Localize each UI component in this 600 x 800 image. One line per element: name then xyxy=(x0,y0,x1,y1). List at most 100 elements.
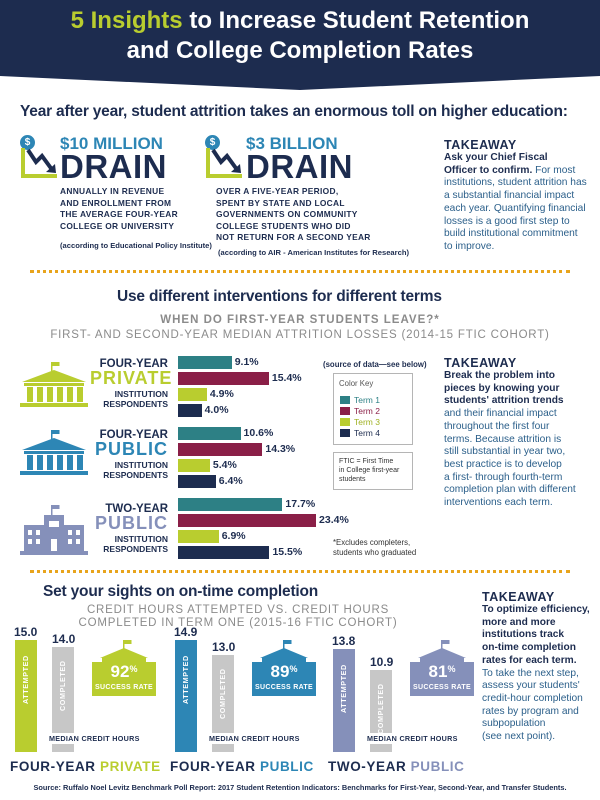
takeaway2-bold-line: pieces by knowing your xyxy=(444,382,560,394)
median-credit-hours-label: MEDIAN CREDIT HOURS xyxy=(207,733,302,744)
completed-bar xyxy=(52,647,74,752)
attrition-bar-label: 15.4% xyxy=(271,372,302,384)
takeaway3-bold-line: rates for each term. xyxy=(482,654,577,666)
drain1-description: ANNUALLY IN REVENUE AND ENROLLMENT FROM … xyxy=(60,186,178,232)
drain1-amount: $10 MILLION xyxy=(60,134,163,153)
takeaway2-bold-line: students' attrition trends xyxy=(444,395,564,407)
footer-source: Source: Ruffalo Noel Levitz Benchmark Po… xyxy=(33,783,567,792)
drain2-amount: $3 BILLION xyxy=(246,134,338,153)
takeaway1-line: to improve. xyxy=(444,240,495,252)
institution-type-part1: FOUR-YEAR xyxy=(170,759,260,774)
takeaway3-bold-line: on-time completion xyxy=(482,642,576,654)
ftic-line: FTIC = First Time xyxy=(339,458,394,465)
ftic-note: FTIC = First Time in College first-year … xyxy=(333,452,413,490)
drain2-desc-line: NOT RETURN FOR A SECOND YEAR xyxy=(216,232,371,242)
takeaway2-line: throughout the first four xyxy=(444,420,550,432)
key-label-term4: Term 4 xyxy=(354,428,380,438)
group2-line1: FOUR-YEAR xyxy=(99,429,168,441)
attrition-bar-label: 6.9% xyxy=(221,530,246,542)
group3-line3: INSTITUTION RESPONDENTS xyxy=(90,534,168,554)
attrition-bar xyxy=(178,475,216,488)
attrition-bar-label: 15.5% xyxy=(272,546,303,558)
dollar-coin-icon: $ xyxy=(20,135,35,150)
attempted-bar xyxy=(333,648,355,752)
takeaway2-line: best practice is to develop xyxy=(444,458,562,470)
group3-line2: PUBLIC xyxy=(95,513,168,533)
attrition-bar-label: 17.7% xyxy=(285,498,316,510)
attrition-bar xyxy=(178,546,270,559)
institution-type-part2: PUBLIC xyxy=(260,759,314,774)
takeaway3-bold-line: institutions track xyxy=(482,629,565,641)
group1-line3b: RESPONDENTS xyxy=(103,399,168,409)
drain2-desc-line: OVER A FIVE-YEAR PERIOD, xyxy=(216,186,339,196)
attempted-value: 13.8 xyxy=(332,633,356,648)
attempted-label: ATTEMPTED xyxy=(181,655,190,705)
title-line-1: 5 Insights to Increase Student Retention xyxy=(0,6,600,36)
key-label-term3: Term 3 xyxy=(354,417,380,427)
takeaway1-title: TAKEAWAY xyxy=(444,138,517,152)
takeaway1-line: losses is a good first step to xyxy=(444,215,570,227)
completed-value: 14.0 xyxy=(52,632,76,646)
completed-label: COMPLETED xyxy=(376,683,385,735)
institution-type-label: FOUR-YEAR PUBLIC xyxy=(170,759,314,774)
takeaway3-body: To optimize efficiency, more and more in… xyxy=(482,604,598,744)
attrition-bar-label: 4.0% xyxy=(204,404,229,416)
section2-subtitle2: FIRST- AND SECOND-YEAR MEDIAN ATTRITION … xyxy=(50,329,550,341)
group1-line3a: INSTITUTION xyxy=(114,389,168,399)
drain2-desc-line: GOVERNMENTS ON COMMUNITY xyxy=(216,209,358,219)
attrition-bar xyxy=(178,530,219,543)
takeaway3-bold-line: To optimize efficiency, xyxy=(482,604,590,615)
success-rate-label: SUCCESS RATE xyxy=(95,684,153,691)
attempted-bar xyxy=(15,639,37,752)
title-highlight: 5 Insights xyxy=(70,7,183,34)
group1-line3: INSTITUTION RESPONDENTS xyxy=(90,389,168,409)
completed-label: COMPLETED xyxy=(58,660,67,711)
section1-heading: Year after year, student attrition takes… xyxy=(20,103,568,120)
excludes-line: *Excludes completers, xyxy=(333,538,411,547)
takeaway3-title: TAKEAWAY xyxy=(482,590,555,604)
group2-line3b: RESPONDENTS xyxy=(103,470,168,480)
takeaway1-line: institutions, student attrition has xyxy=(444,177,587,189)
completed-bar xyxy=(212,654,234,752)
attrition-bar-label: 6.4% xyxy=(218,475,243,487)
drain-arrow-icon xyxy=(21,148,57,178)
attrition-bar-label: 23.4% xyxy=(319,514,349,526)
success-rate-value: 89% xyxy=(254,662,314,684)
institution-type-part2: PUBLIC xyxy=(410,759,465,774)
group1-line1: FOUR-YEAR xyxy=(99,358,168,370)
institution-type-label: TWO-YEAR PUBLIC xyxy=(328,759,465,774)
takeaway2-title: TAKEAWAY xyxy=(444,356,517,370)
ftic-line: students xyxy=(339,476,366,483)
takeaway1-line: a substantial financial impact xyxy=(444,190,575,202)
ftic-line: in College first-year xyxy=(339,467,400,474)
section2-subtitle: WHEN DO FIRST-YEAR STUDENTS LEAVE?* xyxy=(160,314,440,326)
success-rate-number: 92 xyxy=(110,662,130,681)
drain2-desc-line: COLLEGE STUDENTS WHO DID xyxy=(216,220,351,231)
header-arrow xyxy=(0,76,600,90)
group3-line3a: INSTITUTION xyxy=(114,534,168,544)
success-rate-number: 81 xyxy=(428,662,448,681)
drain1-word: DRAIN xyxy=(60,148,167,185)
institution-type-part2: PRIVATE xyxy=(100,759,161,774)
attrition-bar xyxy=(178,388,207,401)
excludes-line: students who graduated xyxy=(333,547,417,557)
drain1-desc-line: AND ENROLLMENT FROM xyxy=(60,197,172,208)
key-swatch-term4 xyxy=(340,429,350,437)
success-badge-building-icon xyxy=(92,640,156,696)
drain-arrow-icon xyxy=(206,148,242,178)
success-rate-label: SUCCESS RATE xyxy=(255,684,313,691)
dotted-divider xyxy=(30,270,570,273)
attrition-bar-label: 10.6% xyxy=(243,427,274,439)
attrition-bar xyxy=(178,404,202,417)
takeaway3-line: subpopulation xyxy=(482,718,546,730)
takeaway3-line: (see next point). xyxy=(482,731,556,743)
attrition-bar xyxy=(178,514,317,527)
takeaway2-line: still substantial in year two, xyxy=(444,446,566,458)
takeaway3-line: credit-hour completion xyxy=(482,692,583,704)
completed-value: 10.9 xyxy=(370,655,394,670)
attempted-label: ATTEMPTED xyxy=(339,663,348,713)
title-rest: to Increase Student Retention xyxy=(182,7,530,34)
attrition-bar-label: 4.9% xyxy=(209,388,234,400)
title-line-2: and College Completion Rates xyxy=(126,37,474,64)
section3-subtitle: CREDIT HOURS ATTEMPTED VS. CREDIT HOURS xyxy=(86,604,390,616)
